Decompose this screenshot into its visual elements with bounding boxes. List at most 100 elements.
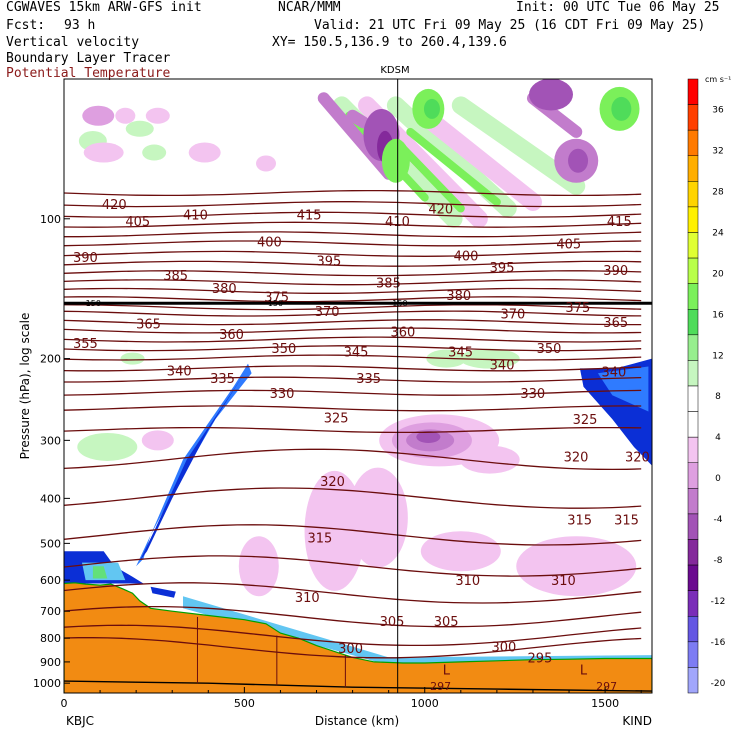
y-tick-label: 500 <box>40 537 61 550</box>
fcst-label: Fcst: <box>6 18 46 33</box>
theta-label: 310 <box>295 591 320 606</box>
theta-label: 335 <box>356 372 381 387</box>
updraft-core <box>381 138 410 183</box>
theta-label: 340 <box>167 364 192 379</box>
theta-contour <box>64 426 642 434</box>
theta-contour <box>64 555 642 577</box>
theta-label: 400 <box>257 236 282 251</box>
valid-time: Valid: 21 UTC Fri 09 May 25 (16 CDT Fri … <box>314 18 706 33</box>
x-tick-label: 0 <box>61 697 68 710</box>
colorbar-swatch <box>687 232 699 259</box>
theta-label: 310 <box>551 574 576 589</box>
x-tick-label: 1000 <box>411 697 439 710</box>
theta-contour <box>64 189 642 197</box>
theta-label: 360 <box>219 328 244 343</box>
theta-label: 390 <box>603 264 628 279</box>
theta-label: 320 <box>320 475 345 490</box>
colorbar-swatch <box>687 360 699 387</box>
theta-label: 400 <box>454 250 479 265</box>
cross-section-xy: XY= 150.5,136.9 to 260.4,139.6 <box>272 35 507 50</box>
colorbar-unit: cm s⁻¹ <box>705 75 731 84</box>
y-tick-label: 200 <box>40 353 61 366</box>
updraft-core <box>406 127 501 206</box>
theta-contour <box>64 327 642 334</box>
theta-150-label: 150 <box>268 299 283 308</box>
theta-label: 310 <box>455 574 480 589</box>
theta-150-label: 150 <box>392 299 407 308</box>
terrain <box>64 582 652 693</box>
theta-label: 390 <box>73 251 98 266</box>
theta-contour <box>64 405 642 412</box>
colorbar-swatch <box>687 385 699 412</box>
theta-label: 315 <box>567 513 592 528</box>
theta-contour <box>64 221 642 228</box>
colorbar-label: -12 <box>711 597 726 607</box>
field-potential-temperature: Potential Temperature <box>6 66 171 81</box>
theta-contour <box>64 487 642 509</box>
theta-contour <box>64 605 642 628</box>
colorbar-label: 32 <box>712 147 723 157</box>
updraft-band <box>415 106 542 211</box>
theta-contour <box>64 310 642 317</box>
theta-label: 415 <box>297 209 322 224</box>
terrain-fill <box>64 582 652 693</box>
y-tick-label: 400 <box>40 492 61 505</box>
theta-label: 380 <box>212 282 237 297</box>
theta-label: 350 <box>537 342 562 357</box>
y-tick-label: 900 <box>40 656 61 669</box>
colorbar-swatch <box>687 488 699 515</box>
theta-contour <box>64 211 642 218</box>
theta-label: 345 <box>344 345 369 360</box>
theta-contour <box>64 389 642 396</box>
theta-contour <box>64 201 642 208</box>
updraft-patch <box>459 348 520 369</box>
theta-contour <box>64 582 642 604</box>
right-endpoint-label: KIND <box>622 714 652 728</box>
theta-contour <box>64 524 642 546</box>
theta-label: 420 <box>428 202 453 217</box>
theta-contour <box>64 287 642 294</box>
downdraft-region <box>238 536 279 597</box>
colorbar-label: 16 <box>712 310 724 320</box>
downdraft-patch <box>145 107 170 124</box>
plot-frame <box>63 78 653 694</box>
x-tick-label: 1500 <box>591 697 619 710</box>
theta-label: 340 <box>601 365 626 380</box>
theta-contour <box>64 637 642 659</box>
theta-contour <box>64 376 642 383</box>
colorbar-swatch <box>687 616 699 643</box>
colorbar-swatch <box>687 181 699 208</box>
theta-label: 395 <box>317 255 342 270</box>
colorbar-swatch <box>687 257 699 284</box>
colorbar-swatch <box>687 590 699 617</box>
theta-label: 365 <box>136 317 161 332</box>
theta-contour <box>64 624 642 647</box>
theta-label: 420 <box>102 198 127 213</box>
downdraft-patch <box>188 142 221 163</box>
tracer-plume <box>136 363 252 567</box>
colorbar-label: 36 <box>712 106 724 116</box>
theta-label: 320 <box>625 450 650 465</box>
surface-theta-label: 297 <box>596 680 617 693</box>
theta-label: 330 <box>520 387 545 402</box>
updraft-core <box>611 96 632 121</box>
theta-contour <box>64 365 642 372</box>
colorbar-label: -16 <box>711 638 726 648</box>
surface-line <box>64 680 652 692</box>
theta-label: 375 <box>565 301 590 316</box>
colorbar-swatch <box>687 78 699 105</box>
y-tick-label: 700 <box>40 605 61 618</box>
theta-label: 415 <box>607 215 632 230</box>
colorbar-swatch <box>687 564 699 591</box>
theta-contour <box>64 240 642 247</box>
colorbar-swatch <box>687 206 699 233</box>
init-time: Init: 00 UTC Tue 06 May 25 <box>516 0 720 15</box>
y-tick-label: 600 <box>40 574 61 587</box>
colorbar-label: 4 <box>715 433 721 443</box>
colorbar-swatch <box>687 283 699 310</box>
theta-label: 325 <box>324 412 349 427</box>
colorbar-swatch <box>687 513 699 540</box>
